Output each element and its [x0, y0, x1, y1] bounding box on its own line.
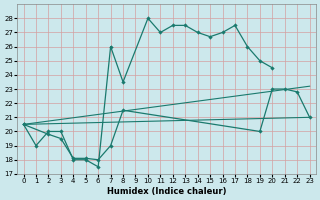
X-axis label: Humidex (Indice chaleur): Humidex (Indice chaleur) — [107, 187, 226, 196]
